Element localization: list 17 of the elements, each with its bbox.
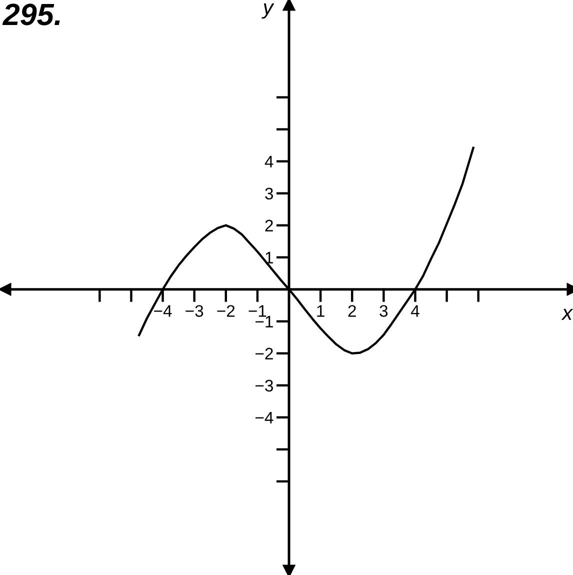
- x-tick-label: −2: [217, 305, 235, 317]
- x-tick-label: 1: [317, 305, 324, 317]
- y-tick-label: 4: [264, 156, 274, 168]
- x-tick-label: −3: [186, 305, 204, 317]
- x-tick-label: −4: [154, 305, 172, 317]
- y-tick-label: −2: [256, 348, 273, 360]
- x-tick-label: 4: [410, 305, 420, 317]
- chart-title: 295.: [2, 4, 60, 26]
- y-tick-label: −4: [256, 412, 274, 424]
- y-tick-label: −1: [256, 316, 273, 328]
- x-tick-label: 2: [348, 305, 356, 317]
- y-tick-label: 2: [265, 220, 273, 232]
- x-axis-title: x: [561, 308, 573, 320]
- y-axis-title: y: [262, 3, 274, 19]
- y-tick-label: 3: [265, 188, 273, 200]
- y-tick-label: −3: [256, 380, 273, 392]
- x-tick-label: 3: [380, 305, 388, 317]
